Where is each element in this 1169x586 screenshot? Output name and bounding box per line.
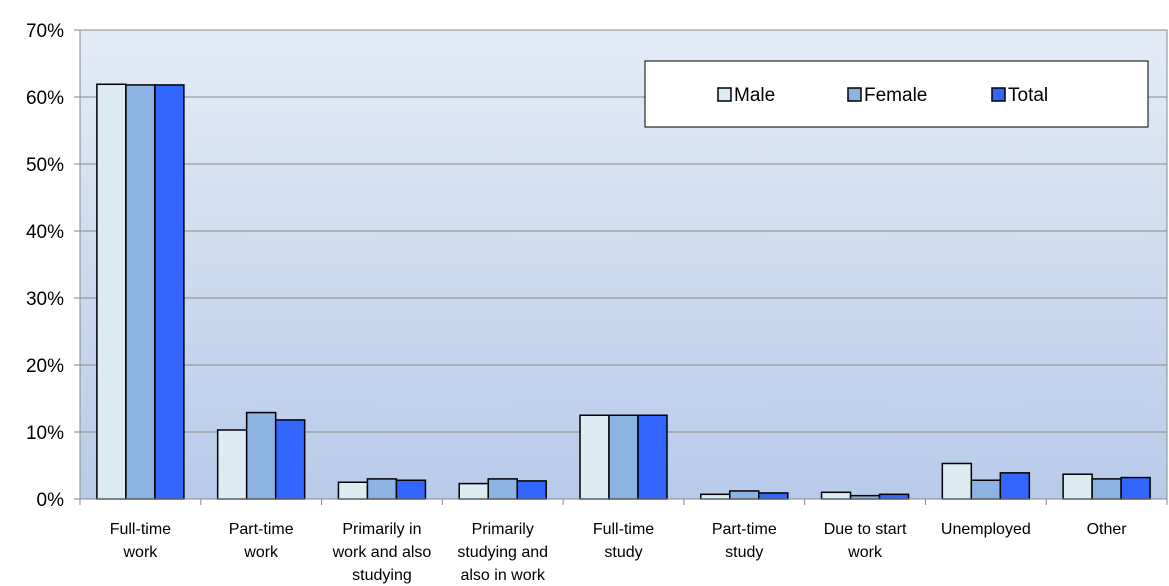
x-category-label: Unemployed [941,521,1031,538]
x-category-label-line: also in work [460,567,545,584]
bar [1091,478,1122,500]
legend-label: Male [734,85,775,106]
legend-label: Total [1008,85,1048,106]
bar-series [96,83,1151,500]
bar [366,478,398,500]
bar [337,481,369,500]
y-tick-label: 10% [26,423,64,444]
bar [970,479,1002,500]
bar [637,414,668,500]
x-category-label: Primarily studying and also in work [457,521,548,584]
x-category-label: Part-time study [712,521,777,561]
x-category-label-line: Part-time [712,521,777,538]
bar [487,478,518,500]
bar [154,84,185,500]
bar [700,493,731,500]
bar [216,429,248,500]
bar [579,414,610,500]
x-category-label: Primarily in work and also studying [332,521,432,584]
bar [878,493,910,500]
legend: Male Female Total [644,60,1149,128]
x-category-label-line: study [604,544,642,561]
y-tick-label: 0% [37,490,65,511]
bar [999,472,1031,500]
bar [941,462,973,500]
bar [758,492,789,500]
x-category-label-line: Unemployed [941,521,1031,538]
bar [849,494,881,500]
bar [516,480,547,500]
x-category-label-line: Primarily in [342,521,421,538]
bar [1062,473,1093,500]
x-category-label-line: Full-time [110,521,171,538]
x-category-labels: Full-time work Part-time work Primarily in wo… [110,521,1128,584]
x-category-label-line: studying [352,567,412,584]
bar [729,490,760,500]
axes [79,30,1168,505]
bar [395,479,427,500]
y-tick-labels: 0% 10% 20% 30% 40% 50% 60% 70% [26,21,64,511]
bar [274,419,306,500]
bar [125,84,156,500]
y-tick-label: 20% [26,356,64,377]
x-category-label: Full-time work [110,521,171,561]
x-category-label: Due to start work [824,521,907,561]
x-category-label-line: work and also [332,544,432,561]
legend-swatch [991,87,1006,102]
x-category-label-line: Full-time [593,521,654,538]
x-category-label-line: work [122,544,158,561]
x-category-label-line: Other [1087,521,1128,538]
bar [820,491,852,500]
y-tick-label: 50% [26,155,64,176]
x-category-label-line: Due to start [824,521,907,538]
legend-swatch [717,87,732,102]
bar [1120,476,1151,500]
x-category-label-line: Primarily [472,521,534,538]
bar [245,411,277,500]
x-category-label-line: Part-time [229,521,294,538]
y-tick-label: 70% [26,21,64,42]
legend-label: Female [864,85,927,106]
y-tick-label: 30% [26,289,64,310]
x-category-label-line: work [243,544,279,561]
x-category-label: Other [1087,521,1128,538]
y-tick-label: 40% [26,222,64,243]
x-category-label-line: studying and [457,544,548,561]
x-category-label: Part-time work [229,521,294,561]
x-category-label-line: study [725,544,763,561]
y-tick-label: 60% [26,88,64,109]
bar [96,83,127,500]
x-category-label-line: work [847,544,883,561]
legend-swatch [847,87,862,102]
x-category-label: Full-time study [593,521,654,561]
bar [458,482,489,500]
bar [608,414,639,500]
